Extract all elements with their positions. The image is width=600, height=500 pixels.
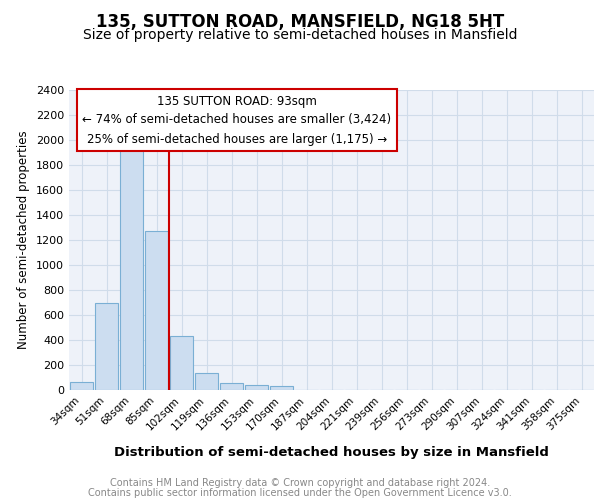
Bar (195, 372, 218, 390)
Text: 135 SUTTON ROAD: 93sqm
← 74% of semi-detached houses are smaller (3,424)
25% of : 135 SUTTON ROAD: 93sqm ← 74% of semi-det… (82, 94, 392, 146)
Bar (145, 231, 168, 390)
Bar (120, 146, 143, 390)
Bar (95, 302, 118, 390)
Y-axis label: Number of semi-detached properties: Number of semi-detached properties (17, 130, 31, 350)
Text: Size of property relative to semi-detached houses in Mansfield: Size of property relative to semi-detach… (83, 28, 517, 42)
Text: 135, SUTTON ROAD, MANSFIELD, NG18 5HT: 135, SUTTON ROAD, MANSFIELD, NG18 5HT (96, 12, 504, 30)
Text: Contains public sector information licensed under the Open Government Licence v3: Contains public sector information licen… (88, 488, 512, 498)
Bar (70, 382, 93, 390)
Bar (245, 385, 268, 390)
Bar (270, 386, 293, 390)
Text: Contains HM Land Registry data © Crown copyright and database right 2024.: Contains HM Land Registry data © Crown c… (110, 478, 490, 488)
Bar (170, 336, 193, 390)
Bar (220, 382, 243, 390)
X-axis label: Distribution of semi-detached houses by size in Mansfield: Distribution of semi-detached houses by … (114, 446, 549, 458)
